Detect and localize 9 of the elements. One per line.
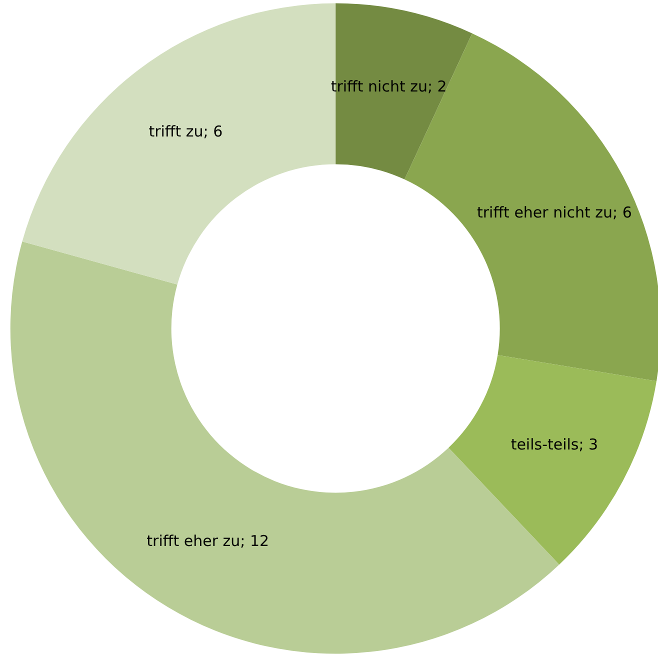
- data-label: ; 2: [427, 78, 447, 96]
- data-label: ; 12: [240, 532, 270, 550]
- data-label: ; 3: [578, 436, 598, 454]
- slice-label: trifft eher nicht zu: [476, 203, 613, 222]
- slice-label: teils-teils: [510, 436, 579, 454]
- data-label: ; 6: [203, 122, 223, 140]
- data-label: ; 6: [612, 203, 632, 222]
- slice-label: trifft eher zu: [146, 532, 240, 550]
- slice-label: trifft zu: [148, 122, 204, 140]
